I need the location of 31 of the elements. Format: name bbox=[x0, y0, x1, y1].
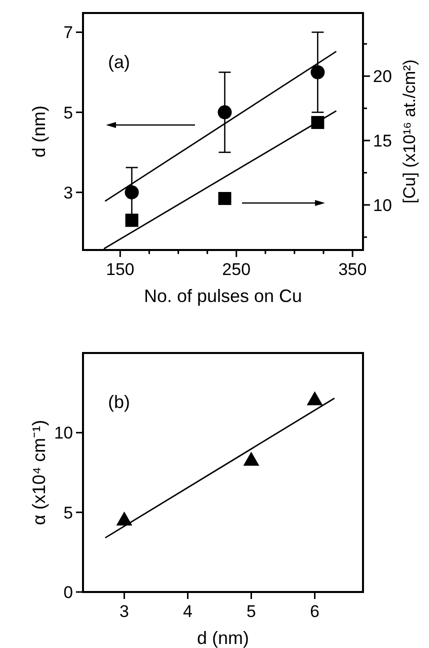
point bbox=[243, 452, 260, 466]
y-tick-label: 3 bbox=[64, 183, 73, 202]
x-tick-label: 5 bbox=[246, 602, 256, 621]
y-tick-label: 5 bbox=[64, 103, 73, 122]
point bbox=[218, 105, 232, 120]
y2-tick-label: 20 bbox=[373, 67, 392, 86]
y-tick-label: 0 bbox=[64, 583, 73, 602]
y2-axis-title: [Cu] (x10¹⁶ at./cm²) bbox=[400, 60, 419, 204]
x-axis-title: d (nm) bbox=[196, 628, 250, 648]
y2-tick-label: 15 bbox=[373, 132, 392, 151]
x-tick-label: 4 bbox=[183, 602, 192, 621]
y-axis-title: α (x10⁴ cm⁻¹) bbox=[29, 420, 49, 526]
x-tick-label: 150 bbox=[106, 260, 134, 279]
y-tick-label: 5 bbox=[64, 503, 73, 522]
point bbox=[310, 65, 325, 80]
y-tick-label: 7 bbox=[64, 23, 73, 42]
y2-tick-label: 10 bbox=[373, 196, 392, 215]
annotation: (a) bbox=[108, 52, 130, 72]
x-axis-title: No. of pulses on Cu bbox=[144, 286, 302, 306]
x-tick-label: 3 bbox=[120, 602, 130, 621]
x-tick-label: 6 bbox=[310, 602, 320, 621]
annotation: (b) bbox=[108, 392, 130, 412]
y-tick-label: 10 bbox=[54, 424, 73, 443]
y-axis-title: d (nm) bbox=[29, 105, 49, 158]
x-tick-label: 250 bbox=[222, 260, 251, 279]
x-tick-label: 350 bbox=[338, 260, 367, 279]
point bbox=[125, 214, 138, 227]
point bbox=[306, 391, 323, 406]
point bbox=[218, 192, 232, 205]
point bbox=[124, 185, 139, 200]
point bbox=[116, 512, 132, 526]
